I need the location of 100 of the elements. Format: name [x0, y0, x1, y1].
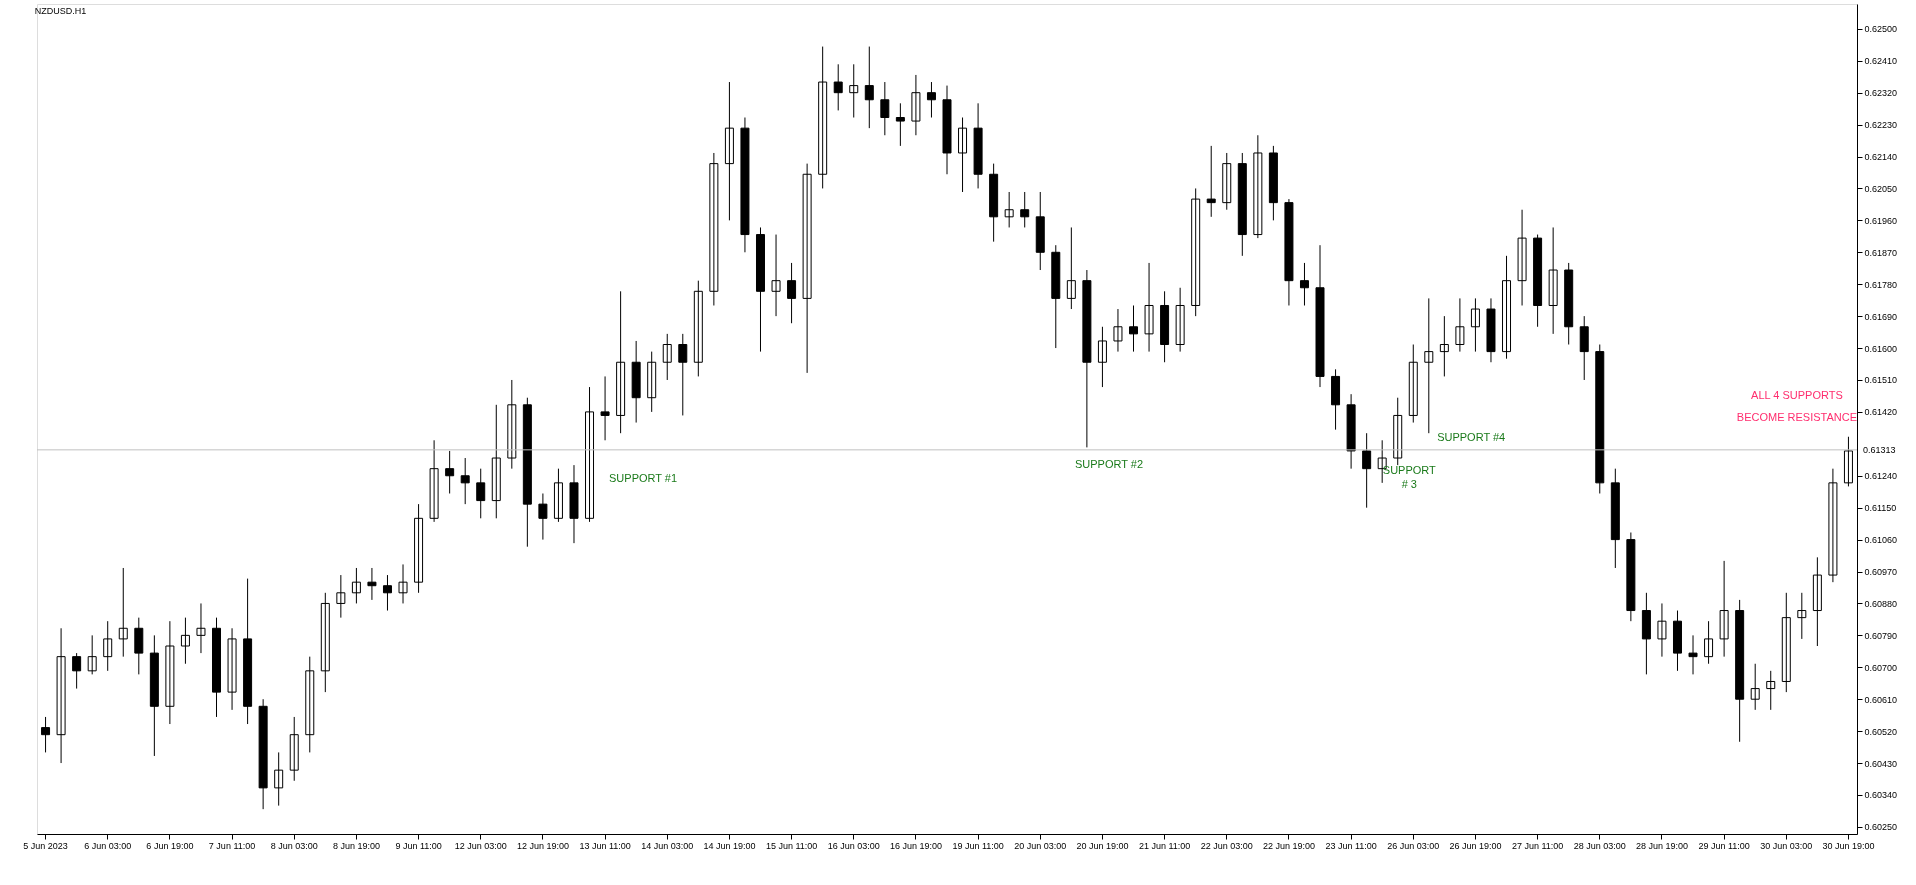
candlestick — [1097, 326, 1107, 388]
annotation: SUPPORT # 3 — [1382, 464, 1437, 491]
candlestick — [553, 468, 563, 523]
y-tick-label: 0.61600 — [1864, 343, 1898, 354]
y-tick-label: 0.62410 — [1864, 56, 1898, 67]
candlestick — [1533, 234, 1543, 328]
annotation: ALL 4 SUPPORTS BECOME RESISTANCE — [1736, 388, 1858, 423]
candlestick — [243, 578, 253, 725]
candlestick — [103, 620, 113, 672]
candlestick — [336, 574, 346, 619]
x-tick-label: 12 Jun 19:00 — [516, 840, 569, 851]
x-tick-label: 5 Jun 2023 — [23, 840, 68, 851]
x-tick-label: 7 Jun 11:00 — [208, 840, 256, 851]
candlestick — [1517, 209, 1527, 306]
candlestick — [1455, 297, 1465, 353]
candlestick — [787, 262, 797, 324]
candlestick — [911, 74, 921, 136]
x-tick-label: 15 Jun 11:00 — [765, 840, 818, 851]
y-tick-label: 0.62140 — [1864, 152, 1898, 163]
y-tick-label: 0.61510 — [1864, 375, 1898, 386]
y-tick-label: 0.61870 — [1864, 247, 1898, 258]
candlestick — [289, 716, 299, 782]
candlestick — [1719, 560, 1729, 658]
candlestick — [180, 617, 190, 665]
annotation: SUPPORT #4 — [1437, 431, 1506, 444]
candlestick — [1812, 556, 1822, 647]
x-tick-label: 6 Jun 19:00 — [146, 840, 194, 851]
candlestick — [1579, 315, 1589, 381]
x-tick-label: 16 Jun 03:00 — [827, 840, 880, 851]
candlestick — [958, 117, 968, 193]
x-tick-label: 14 Jun 03:00 — [641, 840, 694, 851]
candlestick — [1641, 592, 1651, 675]
candlestick — [1750, 663, 1760, 711]
x-tick-label: 12 Jun 03:00 — [454, 840, 507, 851]
x-tick-label: 6 Jun 03:00 — [84, 840, 132, 851]
candlestick — [1688, 634, 1698, 675]
candlestick — [227, 627, 237, 711]
y-tick-label: 0.61150 — [1864, 503, 1897, 514]
candlestick — [1657, 602, 1667, 658]
x-tick-label: 28 Jun 03:00 — [1573, 840, 1626, 851]
x-tick-label: 22 Jun 03:00 — [1200, 840, 1253, 851]
candlestick — [118, 567, 128, 658]
candlestick — [1548, 226, 1558, 335]
candlestick — [165, 620, 175, 725]
y-tick-label: 0.60970 — [1864, 567, 1898, 578]
y-tick-label: 0.60430 — [1864, 758, 1898, 769]
candlestick — [1704, 620, 1714, 665]
candlestick — [1424, 297, 1434, 434]
y-tick-label: 0.61960 — [1864, 215, 1898, 226]
x-tick-label: 22 Jun 19:00 — [1262, 840, 1315, 851]
y-tick-label: 0.60880 — [1864, 598, 1898, 609]
y-tick-label: 0.62050 — [1864, 183, 1898, 194]
y-tick-label: 0.61420 — [1864, 407, 1898, 418]
candlestick — [880, 81, 890, 136]
candlestick — [662, 333, 672, 381]
x-tick-label: 9 Jun 11:00 — [395, 840, 442, 851]
x-tick-label: 13 Jun 11:00 — [579, 840, 631, 851]
x-tick-label: 27 Jun 11:00 — [1511, 840, 1564, 851]
candlestick — [491, 404, 501, 519]
x-tick-label: 14 Jun 19:00 — [703, 840, 756, 851]
candlestick — [678, 333, 688, 416]
x-tick-label: 30 Jun 19:00 — [1822, 840, 1875, 851]
candlestick — [1206, 145, 1216, 218]
annotation: SUPPORT #2 — [1074, 458, 1144, 471]
candlestick — [134, 617, 144, 675]
y-tick-label: 0.61690 — [1864, 311, 1898, 322]
candlestick — [274, 751, 284, 807]
y-tick-label: 0.60610 — [1864, 694, 1898, 705]
candlestick — [429, 439, 439, 523]
y-tick-label: 0.61240 — [1864, 471, 1898, 482]
x-tick-label: 26 Jun 19:00 — [1449, 840, 1502, 851]
y-tick-label: 0.62500 — [1864, 24, 1898, 35]
x-tick-label: 20 Jun 03:00 — [1014, 840, 1067, 851]
candlestick — [1129, 305, 1139, 353]
candlestick — [1268, 145, 1278, 221]
x-tick-label: 26 Jun 03:00 — [1387, 840, 1440, 851]
y-tick-label: 0.60700 — [1864, 662, 1898, 673]
y-tick-label: 0.61060 — [1864, 535, 1898, 546]
candlestick — [1113, 308, 1123, 353]
chart-title: NZDUSD.H1 — [34, 6, 87, 16]
candlestick — [771, 234, 781, 317]
ref-line-label: 0.61313 — [1863, 444, 1896, 455]
x-tick-label: 16 Jun 19:00 — [889, 840, 942, 851]
x-tick-label: 8 Jun 19:00 — [332, 840, 380, 851]
y-tick-label: 0.60250 — [1864, 822, 1898, 833]
x-tick-label: 28 Jun 19:00 — [1635, 840, 1688, 851]
candlestick — [600, 375, 610, 441]
candlestick — [833, 63, 843, 111]
candlestick — [895, 102, 905, 147]
x-tick-label: 20 Jun 19:00 — [1076, 840, 1129, 851]
x-tick-label: 23 Jun 11:00 — [1325, 840, 1377, 851]
x-tick-label: 8 Jun 03:00 — [270, 840, 318, 851]
y-tick-label: 0.62320 — [1864, 88, 1898, 99]
candlestick — [818, 46, 828, 189]
x-tick-label: 30 Jun 03:00 — [1760, 840, 1813, 851]
candlestick — [973, 102, 983, 189]
y-tick-label: 0.60340 — [1864, 790, 1898, 801]
candlestick — [1144, 262, 1154, 353]
y-tick-label: 0.60520 — [1864, 726, 1898, 737]
candlestick — [942, 85, 952, 175]
